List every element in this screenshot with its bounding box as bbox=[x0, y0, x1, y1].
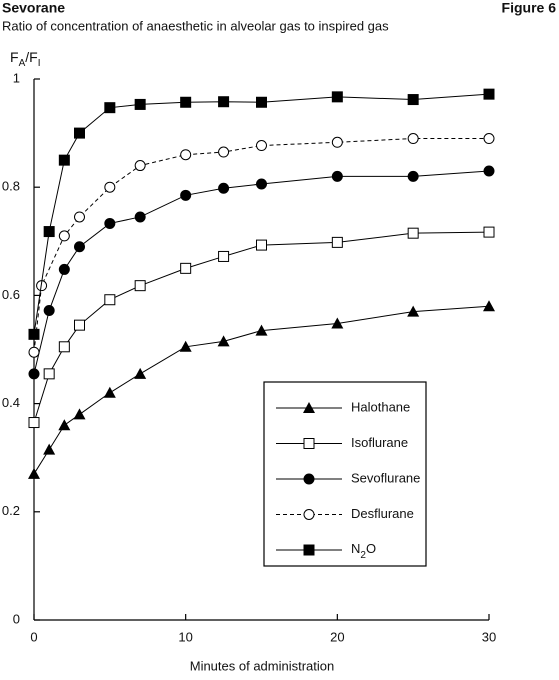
marker bbox=[134, 367, 147, 379]
marker bbox=[256, 178, 267, 190]
marker bbox=[256, 140, 267, 152]
marker bbox=[28, 417, 40, 429]
marker bbox=[218, 182, 230, 194]
marker bbox=[180, 189, 192, 201]
x-tick-label: 10 bbox=[178, 629, 192, 644]
marker bbox=[407, 305, 420, 317]
series-line bbox=[33, 170, 490, 374]
marker bbox=[74, 241, 85, 253]
marker bbox=[331, 91, 343, 103]
chart-title: Sevorane bbox=[2, 0, 65, 16]
marker bbox=[28, 467, 40, 479]
y-tick-label: 0.2 bbox=[2, 503, 20, 518]
marker bbox=[28, 368, 40, 380]
marker bbox=[483, 133, 495, 145]
y-tick-label: 0.4 bbox=[2, 395, 20, 410]
x-tick-label: 0 bbox=[30, 629, 37, 644]
marker bbox=[58, 154, 70, 166]
marker bbox=[58, 341, 70, 353]
marker bbox=[134, 98, 146, 110]
x-axis-label: Minutes of administration bbox=[190, 658, 335, 673]
marker bbox=[134, 211, 146, 223]
marker bbox=[58, 263, 70, 275]
marker bbox=[218, 96, 230, 108]
marker bbox=[43, 305, 55, 317]
series-line bbox=[33, 93, 490, 335]
y-tick-label: 0.8 bbox=[2, 179, 20, 194]
marker bbox=[407, 94, 419, 106]
legend-marker bbox=[303, 473, 315, 485]
marker bbox=[407, 170, 419, 182]
marker bbox=[407, 133, 419, 145]
marker bbox=[104, 181, 116, 193]
legend-label: N2O bbox=[351, 541, 376, 561]
marker bbox=[134, 160, 146, 172]
legend-label: Desflurane bbox=[351, 506, 414, 521]
legend-label: Halothane bbox=[351, 399, 410, 414]
y-tick-label: 0 bbox=[13, 611, 20, 626]
marker bbox=[43, 226, 55, 238]
marker bbox=[331, 170, 343, 182]
marker bbox=[256, 239, 267, 251]
marker bbox=[134, 280, 146, 292]
marker bbox=[255, 324, 268, 336]
marker bbox=[483, 226, 495, 238]
legend-marker bbox=[303, 509, 315, 520]
figure-label: Figure 6 bbox=[502, 0, 557, 16]
marker bbox=[407, 227, 419, 239]
marker bbox=[180, 149, 192, 161]
marker bbox=[331, 136, 343, 148]
legend-label: Isoflurane bbox=[351, 435, 408, 450]
y-tick-label: 1 bbox=[13, 70, 20, 85]
marker bbox=[74, 319, 85, 331]
y-tick-label: 0.6 bbox=[2, 287, 20, 302]
marker bbox=[28, 346, 40, 358]
chart-subtitle: Ratio of concentration of anaesthetic in… bbox=[2, 18, 389, 33]
x-tick-label: 30 bbox=[482, 629, 496, 644]
marker bbox=[483, 165, 495, 177]
marker bbox=[74, 211, 85, 223]
marker bbox=[104, 217, 116, 229]
marker bbox=[180, 96, 192, 108]
marker bbox=[483, 88, 495, 100]
marker bbox=[180, 262, 192, 274]
marker bbox=[58, 230, 70, 242]
marker bbox=[217, 335, 230, 347]
marker bbox=[218, 250, 230, 262]
legend-marker bbox=[303, 544, 315, 556]
marker bbox=[73, 408, 86, 420]
marker bbox=[43, 368, 55, 380]
x-tick-label: 20 bbox=[330, 629, 344, 644]
marker bbox=[104, 294, 116, 306]
marker bbox=[74, 127, 85, 139]
marker bbox=[331, 236, 343, 248]
marker bbox=[104, 102, 116, 114]
marker bbox=[331, 317, 344, 329]
marker bbox=[43, 443, 56, 455]
series-line bbox=[33, 138, 489, 353]
legend-box bbox=[263, 381, 427, 567]
marker bbox=[218, 146, 230, 158]
legend-label: Sevoflurane bbox=[351, 470, 420, 485]
marker bbox=[483, 300, 495, 312]
marker bbox=[103, 386, 116, 398]
marker bbox=[256, 96, 267, 108]
marker bbox=[28, 328, 40, 340]
marker bbox=[58, 419, 71, 431]
y-axis-label: FA/FI bbox=[10, 49, 40, 69]
legend-marker bbox=[303, 402, 315, 413]
legend-marker bbox=[303, 438, 315, 449]
marker bbox=[179, 340, 192, 352]
